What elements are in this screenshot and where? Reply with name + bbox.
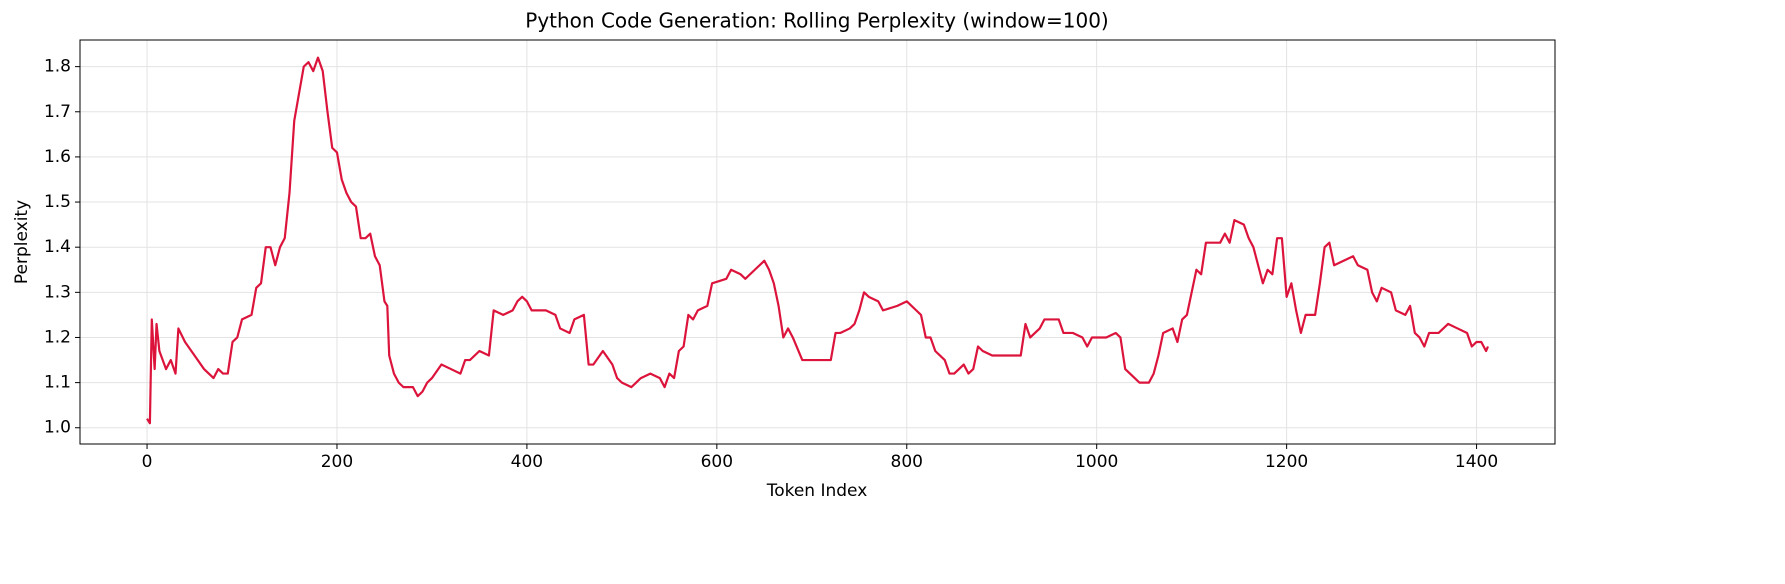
- x-tick-label: 0: [142, 452, 153, 472]
- chart-title: Python Code Generation: Rolling Perplexi…: [525, 9, 1108, 33]
- y-tick-label: 1.6: [44, 147, 71, 167]
- x-tick-label: 1400: [1455, 452, 1498, 472]
- x-tick-label: 200: [321, 452, 353, 472]
- series-line: [146, 56, 1489, 425]
- y-tick-label: 1.0: [44, 418, 71, 438]
- y-tick-label: 1.1: [44, 373, 71, 393]
- x-tick-label: 800: [891, 452, 923, 472]
- y-tick-label: 1.3: [44, 282, 71, 302]
- x-tick-label: 400: [511, 452, 543, 472]
- y-tick-label: 1.5: [44, 192, 71, 212]
- y-axis-label: Perplexity: [12, 200, 32, 284]
- y-tick-label: 1.4: [44, 237, 71, 257]
- x-tick-label: 1000: [1075, 452, 1118, 472]
- x-tick-label: 1200: [1265, 452, 1308, 472]
- y-tick-label: 1.2: [44, 327, 71, 347]
- x-tick-label: 600: [701, 452, 733, 472]
- x-axis-label: Token Index: [766, 481, 868, 501]
- y-tick-label: 1.8: [44, 57, 71, 77]
- y-tick-label: 1.7: [44, 102, 71, 122]
- plot-frame: [79, 39, 1556, 445]
